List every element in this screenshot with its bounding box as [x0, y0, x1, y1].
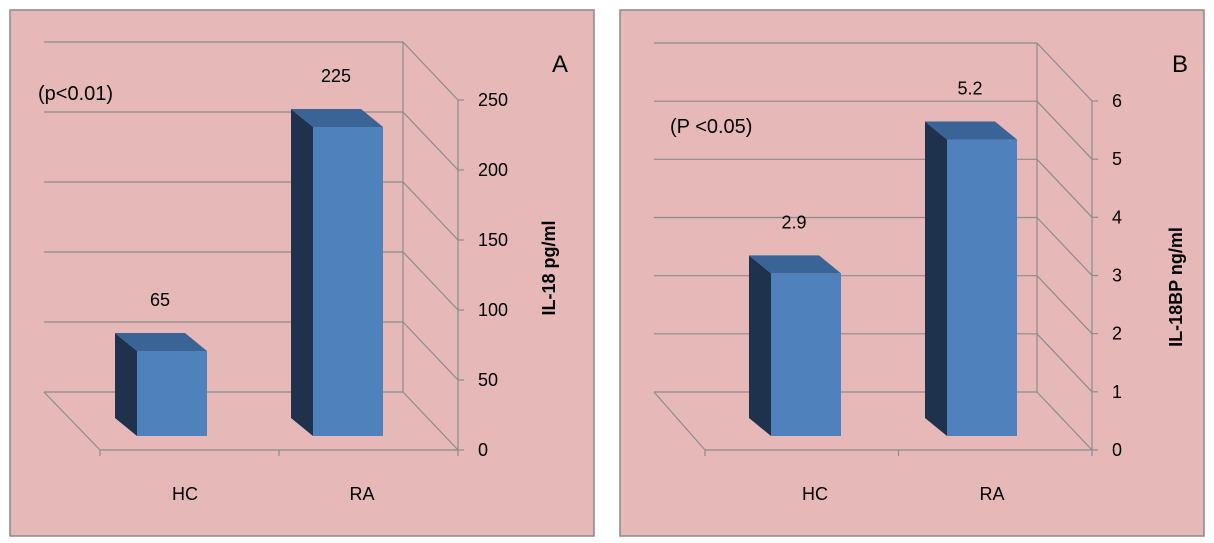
chart-b-bar-top	[925, 121, 1017, 140]
chart-a-annotation: (p<0.01)	[38, 83, 113, 105]
chart-b-gridline-slant	[1036, 333, 1093, 393]
chart-b-data-label: 2.9	[781, 212, 806, 232]
chart-a-gridline-slant	[402, 321, 459, 381]
chart-b-gridline-slant	[1036, 217, 1093, 276]
chart-panel-b: 0 1 2 3 4 5 6 2.9 HC 5.2 RA (P <0.05) B IL-18BP ng/ml	[610, 0, 1214, 543]
chart-b-y-tick-label: 5	[1112, 149, 1122, 169]
chart-b-y-tick-label: 6	[1112, 91, 1122, 111]
chart-b-gridline-slant	[1036, 158, 1093, 218]
chart-b-plot-background	[619, 9, 1205, 537]
chart-a-gridline-slant	[402, 111, 459, 171]
chart-b-gridline-slant	[1036, 42, 1093, 102]
chart-a-bar-top	[291, 109, 383, 127]
chart-b-bar-side	[925, 121, 947, 437]
chart-b-bar	[771, 273, 841, 436]
chart-a-data-label: 65	[150, 290, 170, 310]
chart-b-bar-side	[749, 255, 771, 436]
chart-a-bar-side	[115, 333, 137, 436]
chart-b-data-label: 5.2	[957, 79, 982, 99]
chart-a-y-tick-label: 200	[478, 160, 508, 180]
chart-b-y-tick-label: 0	[1112, 440, 1122, 460]
chart-b-y-tick-label: 2	[1112, 324, 1122, 344]
chart-a-x-tick-label: HC	[172, 484, 198, 504]
chart-a-gridline-slant	[402, 251, 459, 311]
chart-b-bar-top	[749, 255, 841, 274]
chart-a-bar	[137, 351, 207, 436]
chart-panel-a: 0 50 100 150 200 250 65 HC 225 RA (p<0.01) A IL-18 p…	[0, 0, 604, 543]
chart-b-x-tick-label: RA	[979, 484, 1004, 504]
chart-b-annotation: (P <0.05)	[670, 116, 752, 138]
chart-b-gridline-slant	[1036, 391, 1093, 451]
chart-a-data-label: 225	[321, 66, 351, 86]
chart-a-gridline-slant	[402, 391, 459, 451]
chart-b-gridline-slant	[1036, 275, 1093, 335]
chart-a-y-tick-label: 0	[478, 440, 488, 460]
chart-a-y-tick-label: 50	[478, 370, 498, 390]
chart-b-x-tick-label: HC	[802, 484, 828, 504]
chart-a-gridline-slant	[402, 41, 459, 101]
chart-a-y-tick-label: 250	[478, 90, 508, 110]
chart-a-floor-left-edge	[43, 391, 101, 451]
chart-b-y-tick-label: 4	[1112, 207, 1122, 227]
chart-b-panel-label: B	[1172, 51, 1188, 78]
chart-b-svg: 0 1 2 3 4 5 6 2.9 HC 5.2 RA (P <0.05) B IL-18BP ng/ml	[619, 9, 1205, 537]
chart-a-svg: 0 50 100 150 200 250 65 HC 225 RA (p<0.01) A IL-18 p…	[9, 9, 595, 537]
chart-b-y-tick-label: 1	[1112, 382, 1122, 402]
chart-a-y-tick-label: 100	[478, 300, 508, 320]
chart-b-bar	[947, 139, 1017, 437]
chart-a-bar	[313, 127, 383, 436]
chart-a-bar-side	[291, 109, 313, 436]
chart-b-y-axis-label: IL-18BP ng/ml	[1166, 227, 1186, 347]
chart-a-panel-label: A	[552, 51, 568, 78]
chart-a-bar-top	[115, 333, 207, 351]
chart-a-x-tick-label: RA	[349, 484, 374, 504]
chart-b-gridline-slant	[1036, 100, 1093, 160]
chart-b-floor-left-edge	[653, 391, 706, 451]
chart-a-y-axis-label: IL-18 pg/ml	[539, 220, 559, 315]
chart-b-y-tick-label: 3	[1112, 266, 1122, 286]
chart-a-y-tick-label: 150	[478, 230, 508, 250]
chart-a-gridline-slant	[402, 181, 459, 241]
